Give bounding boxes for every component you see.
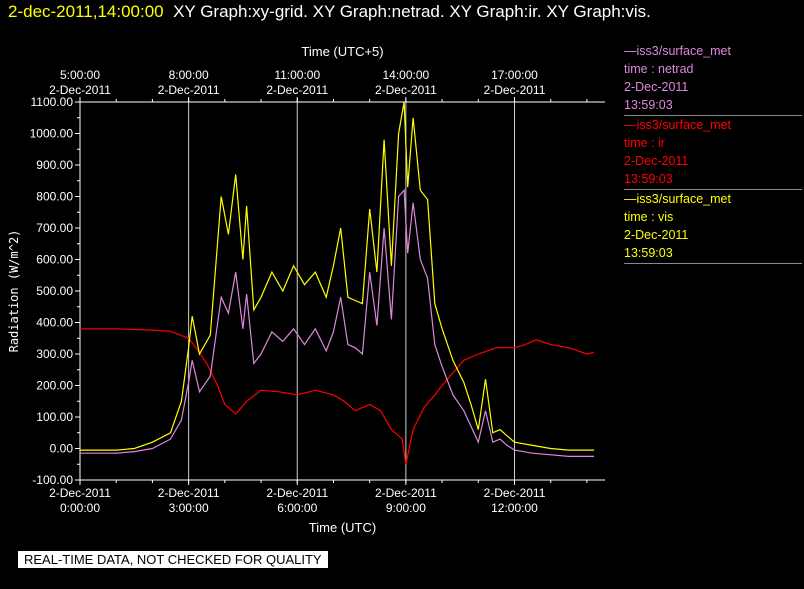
y-tick-label: 0.00 — [50, 442, 74, 456]
legend-date: 2-Dec-2011 — [624, 228, 689, 242]
legend-var: time : ir — [624, 136, 665, 150]
y-axis-label: Radiation (W/m^2) — [7, 230, 21, 353]
y-tick-label: 800.00 — [36, 190, 73, 204]
x-tick-date-top: 2-Dec-2011 — [484, 83, 546, 97]
legend-separator — [624, 115, 802, 116]
x-tick-time-bottom: 6:00:00 — [277, 501, 317, 515]
y-tick-label: 100.00 — [36, 410, 73, 424]
y-tick-label: 500.00 — [36, 284, 73, 298]
x-tick-date-bottom: 2-Dec-2011 — [484, 486, 546, 500]
x-tick-time-top: 14:00:00 — [383, 68, 430, 82]
x-tick-time-top: 8:00:00 — [169, 68, 209, 82]
x-tick-time-bottom: 3:00:00 — [169, 501, 209, 515]
x-tick-time-bottom: 12:00:00 — [491, 501, 538, 515]
x-tick-date-bottom: 2-Dec-2011 — [375, 486, 437, 500]
x-tick-date-top: 2-Dec-2011 — [158, 83, 220, 97]
x-tick-date-top: 2-Dec-2011 — [49, 83, 111, 97]
chart-title-bar: 2-dec-2011,14:00:00 XY Graph:xy-grid. XY… — [8, 2, 651, 22]
y-tick-label: 600.00 — [36, 253, 73, 267]
graph-list: XY Graph:xy-grid. XY Graph:netrad. XY Gr… — [173, 2, 651, 21]
legend-date: 2-Dec-2011 — [624, 154, 689, 168]
x-tick-date-top: 2-Dec-2011 — [266, 83, 328, 97]
x-tick-date-bottom: 2-Dec-2011 — [49, 486, 111, 500]
y-tick-label: -100.00 — [32, 473, 73, 487]
y-tick-label: 200.00 — [36, 379, 73, 393]
y-tick-label: 400.00 — [36, 316, 73, 330]
series-line — [80, 188, 595, 457]
current-time: 2-dec-2011,14:00:00 — [8, 2, 164, 21]
legend-source: —iss3/surface_met — [624, 192, 731, 206]
legend-date: 2-Dec-2011 — [624, 80, 689, 94]
legend-source: —iss3/surface_met — [624, 44, 731, 58]
legend-source: —iss3/surface_met — [624, 118, 731, 132]
legend-time: 13:59:03 — [624, 246, 673, 260]
legend-var: time : vis — [624, 210, 674, 224]
legend-separator — [624, 263, 802, 264]
legend-time: 13:59:03 — [624, 172, 673, 186]
x-tick-date-bottom: 2-Dec-2011 — [158, 486, 220, 500]
x-tick-time-top: 17:00:00 — [491, 68, 538, 82]
x-axis-label-bottom: Time (UTC) — [309, 520, 376, 535]
series-line — [80, 101, 595, 451]
y-tick-label: 700.00 — [36, 221, 73, 235]
x-tick-date-top: 2-Dec-2011 — [375, 83, 437, 97]
y-tick-label: 1000.00 — [30, 127, 74, 141]
x-tick-time-bottom: 0:00:00 — [60, 501, 100, 515]
legend-time: 13:59:03 — [624, 98, 673, 112]
x-tick-time-top: 5:00:00 — [60, 68, 100, 82]
legend-separator — [624, 189, 802, 190]
y-tick-label: 1100.00 — [31, 95, 74, 109]
legend: —iss3/surface_met time : netrad 2-Dec-2011… — [624, 42, 802, 264]
legend-var: time : netrad — [624, 62, 694, 76]
x-tick-date-bottom: 2-Dec-2011 — [266, 486, 328, 500]
series-line — [80, 328, 595, 465]
quality-notice: REAL-TIME DATA, NOT CHECKED FOR QUALITY — [18, 551, 328, 568]
y-tick-label: 900.00 — [36, 158, 73, 172]
x-axis-label-top: Time (UTC+5) — [301, 44, 383, 59]
y-tick-label: 300.00 — [36, 347, 73, 361]
x-tick-time-top: 11:00:00 — [274, 68, 320, 82]
x-tick-time-bottom: 9:00:00 — [386, 501, 426, 515]
